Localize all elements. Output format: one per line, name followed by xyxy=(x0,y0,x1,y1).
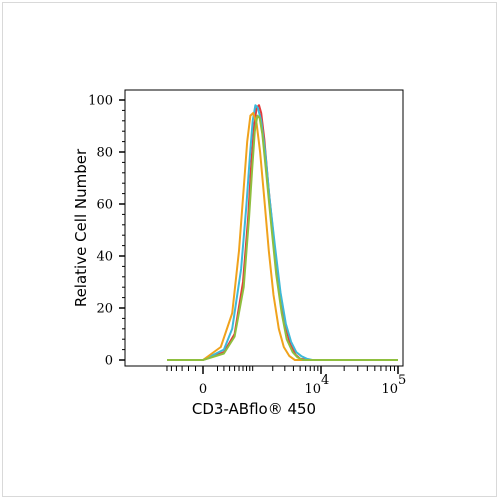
y-axis-ticks: 0 20 40 60 80 100 xyxy=(88,94,125,369)
y-tick-label: 100 xyxy=(88,94,113,109)
x-axis-title: CD3-ABflo® 450 xyxy=(192,400,316,418)
x-tick-exponent: 4 xyxy=(321,373,329,388)
x-tick-label: 10 xyxy=(304,382,321,397)
y-tick-label: 80 xyxy=(96,146,113,161)
histogram-series-3 xyxy=(167,112,398,361)
x-tick-exponent: 5 xyxy=(398,373,406,388)
y-tick-label: 0 xyxy=(105,354,113,369)
y-axis-title: Relative Cell Number xyxy=(72,148,90,307)
y-tick-label: 20 xyxy=(96,302,113,317)
plot-area xyxy=(124,89,404,367)
x-tick-label: 0 xyxy=(199,382,207,397)
x-minor-ticks xyxy=(166,366,395,371)
histogram-series-4 xyxy=(167,114,398,361)
x-tick-label: 10 xyxy=(381,382,398,397)
y-tick-label: 40 xyxy=(96,250,113,265)
series-lines xyxy=(167,104,398,361)
y-tick-label: 60 xyxy=(96,198,113,213)
plot-border xyxy=(124,89,404,367)
